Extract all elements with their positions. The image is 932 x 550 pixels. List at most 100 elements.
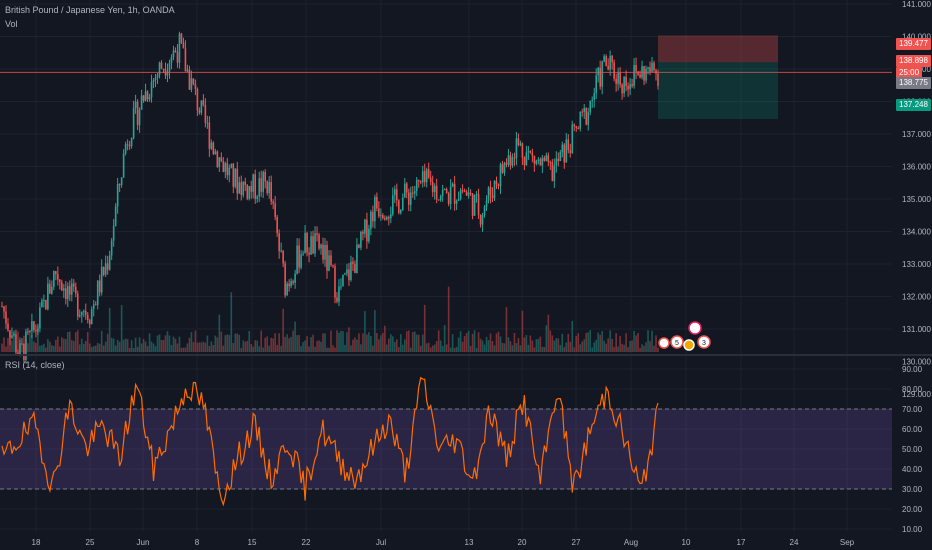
volume-bar bbox=[545, 325, 548, 352]
volume-bar bbox=[615, 333, 617, 352]
symbol-title: British Pound / Japanese Yen, 1h, OANDA bbox=[5, 5, 175, 15]
candle-body bbox=[589, 100, 592, 113]
volume-bar bbox=[212, 344, 215, 352]
volume-indicator-label: Vol bbox=[5, 19, 18, 29]
candle-body bbox=[96, 280, 99, 306]
volume-bar bbox=[21, 343, 23, 352]
candle-body bbox=[487, 187, 490, 201]
candle-body bbox=[559, 152, 562, 162]
volume-bar bbox=[272, 338, 274, 352]
candle-body bbox=[553, 165, 556, 181]
volume-bar bbox=[63, 338, 65, 352]
volume-bar bbox=[45, 347, 47, 352]
price-tick-label: 141.000 bbox=[902, 0, 931, 9]
rsi-tick-label: 10.00 bbox=[902, 525, 923, 534]
volume-bar bbox=[110, 337, 113, 352]
event-flag-icon bbox=[658, 337, 670, 349]
volume-bar bbox=[437, 330, 440, 352]
time-tick-label: Sep bbox=[840, 538, 855, 547]
candle-body bbox=[106, 263, 109, 270]
volume-bar bbox=[342, 331, 344, 352]
candle-body bbox=[314, 233, 316, 254]
volume-bar bbox=[360, 344, 362, 352]
time-tick-label: Jun bbox=[137, 538, 150, 547]
volume-bar bbox=[368, 332, 370, 352]
candle-body bbox=[453, 183, 456, 204]
volume-bar bbox=[557, 338, 560, 352]
candle-body bbox=[320, 244, 322, 249]
candle-body bbox=[144, 91, 147, 101]
time-tick-label: 22 bbox=[302, 538, 311, 547]
volume-bar bbox=[487, 340, 490, 352]
volume-bar bbox=[587, 332, 590, 352]
volume-bar bbox=[619, 335, 621, 352]
volume-bar bbox=[372, 345, 374, 352]
volume-bar bbox=[609, 330, 611, 352]
volume-bar bbox=[61, 337, 63, 352]
volume-bar bbox=[230, 292, 233, 352]
volume-bar bbox=[7, 337, 9, 352]
candle-body bbox=[37, 328, 39, 332]
volume-bar bbox=[248, 330, 251, 352]
candle-body bbox=[3, 306, 5, 312]
event-count-label: 5 bbox=[675, 340, 679, 347]
volume-bar bbox=[419, 345, 422, 352]
volume-bar bbox=[92, 346, 95, 352]
volume-bar bbox=[39, 345, 41, 352]
volume-bar bbox=[631, 340, 633, 352]
volume-bar bbox=[260, 330, 263, 352]
candle-body bbox=[575, 126, 578, 128]
volume-bar bbox=[68, 331, 71, 352]
volume-bar bbox=[639, 347, 641, 352]
candle-body bbox=[346, 269, 348, 274]
candle-body bbox=[55, 271, 57, 275]
volume-bar bbox=[657, 347, 659, 352]
volume-bar bbox=[192, 342, 195, 352]
rsi-indicator-label: RSI (14, close) bbox=[5, 360, 65, 370]
candle-body bbox=[581, 111, 584, 113]
volume-bar bbox=[310, 337, 312, 352]
candle-body bbox=[461, 190, 464, 192]
volume-bar bbox=[392, 336, 394, 352]
candle-body bbox=[611, 55, 613, 63]
volume-bar bbox=[148, 333, 151, 352]
candle-body bbox=[78, 314, 81, 317]
candle-body bbox=[268, 182, 270, 194]
short-position-tool[interactable] bbox=[0, 35, 892, 119]
candle-body bbox=[240, 182, 243, 196]
candle-body bbox=[142, 95, 145, 101]
time-tick-label: 25 bbox=[86, 538, 95, 547]
volume-bar bbox=[254, 340, 257, 352]
candle-body bbox=[128, 144, 131, 147]
candle-body bbox=[170, 57, 173, 63]
volume-bar bbox=[579, 344, 582, 352]
candle-body bbox=[411, 192, 414, 194]
candle-body bbox=[288, 283, 290, 287]
volume-bar bbox=[465, 332, 468, 352]
volume-bar bbox=[106, 333, 109, 352]
candle-body bbox=[86, 314, 89, 321]
candle-body bbox=[82, 310, 85, 312]
volume-bar bbox=[364, 311, 366, 352]
volume-bar bbox=[100, 330, 103, 352]
candle-body bbox=[511, 157, 514, 166]
candle-body bbox=[515, 138, 518, 159]
time-tick-label: 8 bbox=[195, 538, 200, 547]
rsi-tick-label: 70.00 bbox=[902, 405, 923, 414]
candle-body bbox=[419, 181, 422, 183]
candle-body bbox=[112, 225, 115, 241]
candle-body bbox=[473, 195, 476, 216]
volume-bar bbox=[455, 346, 458, 352]
candle-body bbox=[370, 211, 372, 229]
candle-body bbox=[168, 62, 171, 72]
candlestick-series bbox=[1, 31, 659, 364]
volume-bar bbox=[641, 344, 643, 352]
rsi-tick-label: 60.00 bbox=[902, 425, 923, 434]
candle-body bbox=[615, 78, 617, 84]
volume-bar bbox=[70, 340, 73, 352]
candle-body bbox=[274, 203, 276, 217]
candle-body bbox=[278, 233, 280, 252]
